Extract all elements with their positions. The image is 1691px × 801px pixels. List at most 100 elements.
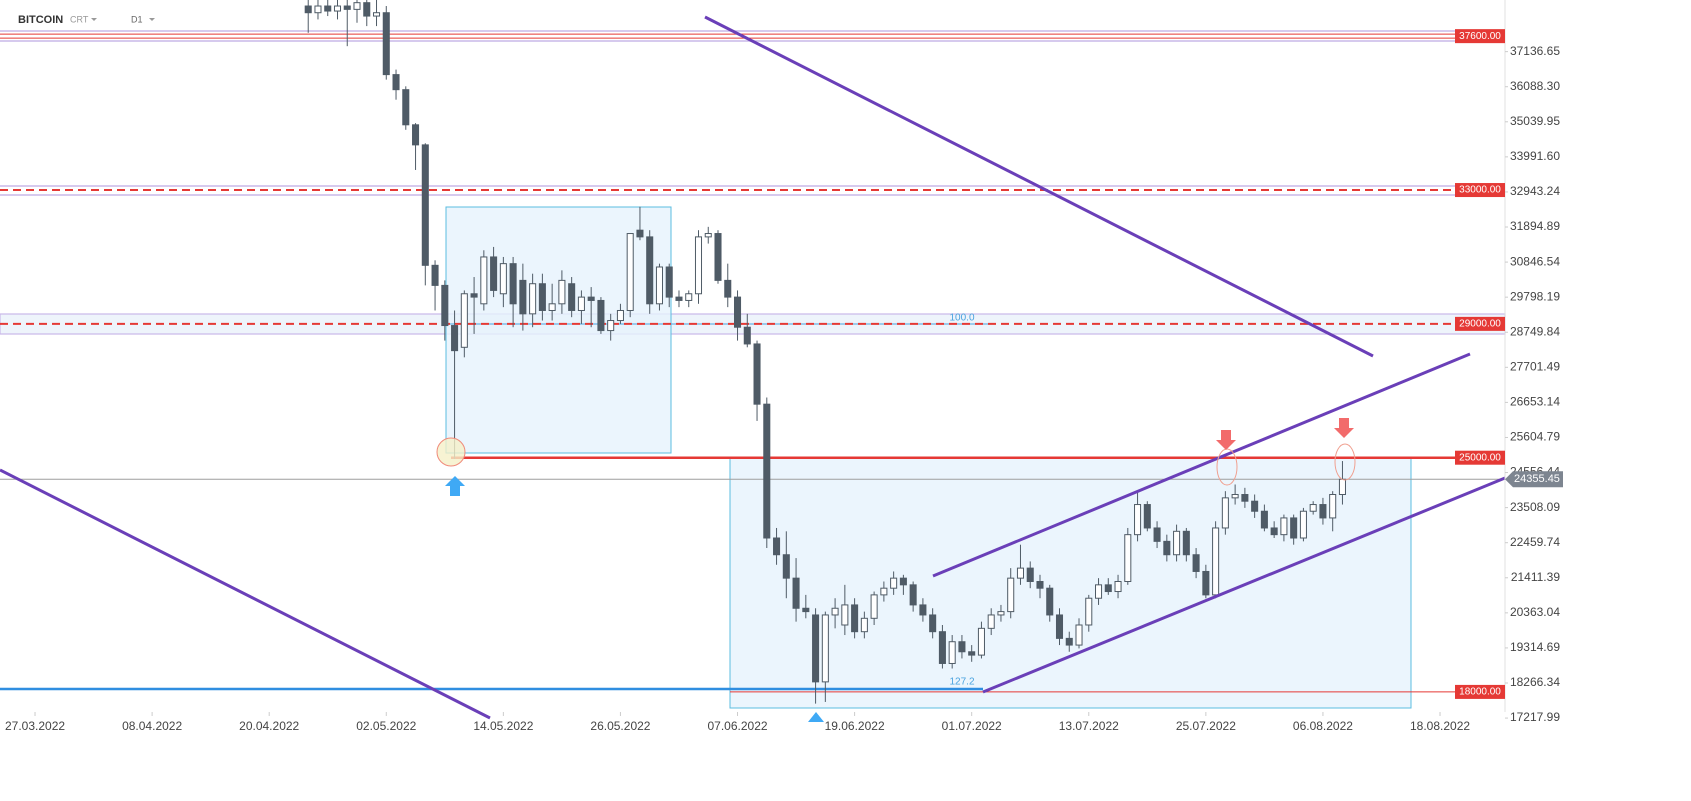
candle-body [655,266,663,305]
x-tick-label: 20.04.2022 [239,719,299,733]
candle-body [460,293,468,348]
level-label-box [1455,450,1505,465]
candle-body [626,233,634,311]
x-tick-label: 25.07.2022 [1176,719,1236,733]
candle-body [421,144,429,266]
candle-body [1192,554,1200,572]
candle-body [538,283,546,311]
y-tick-label: 35039.95 [1510,114,1560,128]
candle-body [333,5,342,12]
candle-body [1095,584,1103,599]
candle-body [646,236,654,305]
candle-body [1134,504,1142,536]
candle-body [363,2,371,17]
candles [304,0,1346,704]
candle-body [694,236,703,295]
candle-body [402,89,410,126]
y-tick-label: 37136.65 [1510,44,1560,58]
candle-body [1075,624,1083,646]
candle-body [899,577,907,586]
drawings-under [0,30,1506,709]
candle-body [392,74,400,91]
trend-line [982,476,1506,694]
y-tick-label: 25604.79 [1510,430,1560,444]
candle-body [1055,614,1064,639]
arrow-down [1334,418,1354,438]
y-tick-label: 31894.89 [1510,219,1560,233]
candle-body [509,263,517,305]
x-tick-label: 01.07.2022 [942,719,1002,733]
fib-label: 127.2 [949,677,974,688]
y-tick-label: 32943.24 [1510,184,1560,198]
trend-line [704,15,1374,358]
fib-label: 100.0 [949,313,974,324]
marker-circle [436,437,466,467]
candle-body [1280,517,1288,536]
candle-body [636,229,644,238]
candle-body [743,326,751,345]
candle-body [733,296,742,328]
candle-body [880,587,888,596]
candle-body [1299,510,1307,539]
candle-body [821,614,829,683]
level-label-box [1455,29,1505,44]
candle-body [1016,567,1024,579]
current-price-label: 24355.45 [1514,473,1560,485]
level-label-box [1455,183,1505,198]
candle-body [490,256,498,291]
candle-body [1290,517,1298,539]
candle-body [1114,580,1122,593]
candle-body [948,641,956,664]
candle-body [929,614,937,633]
candle-body [753,343,761,405]
candle-body [1026,567,1034,582]
level-label: 25000.00 [1459,452,1501,463]
candle-body [412,124,420,146]
trend-line [932,352,1471,578]
candle-body [577,296,585,311]
candle-body [616,309,624,322]
candle-body [431,264,439,286]
y-tick-label: 28749.84 [1510,324,1560,338]
arrow-up [808,712,824,722]
candle-body [1007,577,1015,613]
candle-body [802,607,810,613]
timeframe[interactable]: D1 [131,14,143,24]
candle-body [304,5,312,14]
candle-body [1251,500,1259,512]
candle-body [724,279,732,298]
level-label-box [1455,684,1505,699]
candle-body [451,325,459,352]
range-box [729,457,1412,709]
x-tick-label: 06.08.2022 [1293,719,1353,733]
candle-body [1036,580,1044,589]
candle-body [1104,584,1112,593]
candle-body [919,604,927,616]
dropdown-caret[interactable] [149,18,155,21]
candle-body [1124,534,1132,582]
candle-body [1270,527,1278,536]
candle-body [870,594,878,619]
candle-body [1231,494,1239,499]
candle-body [1309,504,1317,512]
candle-body [1221,497,1229,529]
candle-body [987,614,995,629]
y-tick-label: 21411.39 [1511,570,1560,584]
x-tick-label: 14.05.2022 [473,719,533,733]
candle-body [1241,494,1249,502]
candle-body [529,283,537,315]
y-tick-label: 29798.19 [1510,289,1560,303]
dropdown-caret[interactable] [91,18,97,21]
candle-body [480,256,488,305]
candle-body [519,279,527,315]
y-tick-label: 26653.14 [1510,395,1560,409]
x-tick-label: 26.05.2022 [590,719,650,733]
candle-body [831,607,839,616]
candle-body [568,283,576,311]
candle-body [1153,527,1161,542]
y-tick-label: 23508.09 [1510,500,1560,514]
y-tick-label: 17217.99 [1510,710,1560,724]
candle-body [441,284,449,327]
candle-body [558,279,566,305]
drawings-over: 100.0 127.2 [0,15,1506,722]
